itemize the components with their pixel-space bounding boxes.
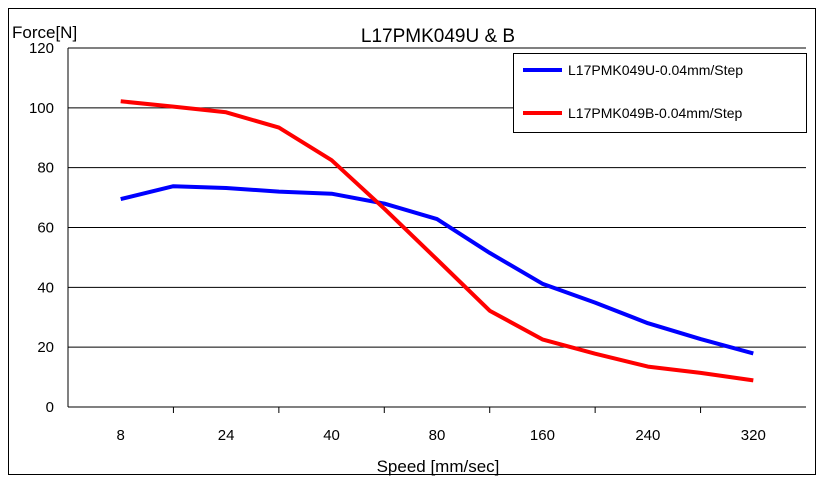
y-tick-label: 0 <box>46 399 54 416</box>
series-line-0 <box>120 184 754 356</box>
series-line-1 <box>120 99 754 383</box>
x-tick-label: 24 <box>218 427 235 444</box>
x-tick-label: 40 <box>323 427 340 444</box>
x-tick-label: 8 <box>117 427 125 444</box>
legend-label-u: L17PMK049U-0.04mm/Step <box>568 62 743 78</box>
series-layer <box>120 99 754 383</box>
y-tick-label: 120 <box>29 40 54 57</box>
legend-box <box>513 53 807 133</box>
x-tick-label: 160 <box>530 427 555 444</box>
y-axis-title: Force[N] <box>12 23 77 42</box>
y-tick-label: 100 <box>29 100 54 117</box>
x-axis-title: Speed [mm/sec] <box>377 457 500 476</box>
legend: L17PMK049U-0.04mm/Step L17PMK049B-0.04mm… <box>513 53 807 133</box>
y-tick-label: 80 <box>37 160 54 177</box>
y-tick-label: 20 <box>37 339 54 356</box>
chart-title: L17PMK049U & B <box>361 26 515 47</box>
legend-label-b: L17PMK049B-0.04mm/Step <box>568 105 743 121</box>
y-tick-label: 40 <box>37 279 54 296</box>
axis-layer: 0 20 40 60 80 100 120 8 24 40 80 160 240 320 <box>29 40 806 444</box>
x-tick-label: 80 <box>429 427 446 444</box>
x-tick-label: 320 <box>741 427 766 444</box>
x-tick-label: 240 <box>635 427 660 444</box>
y-tick-label: 60 <box>37 220 54 237</box>
